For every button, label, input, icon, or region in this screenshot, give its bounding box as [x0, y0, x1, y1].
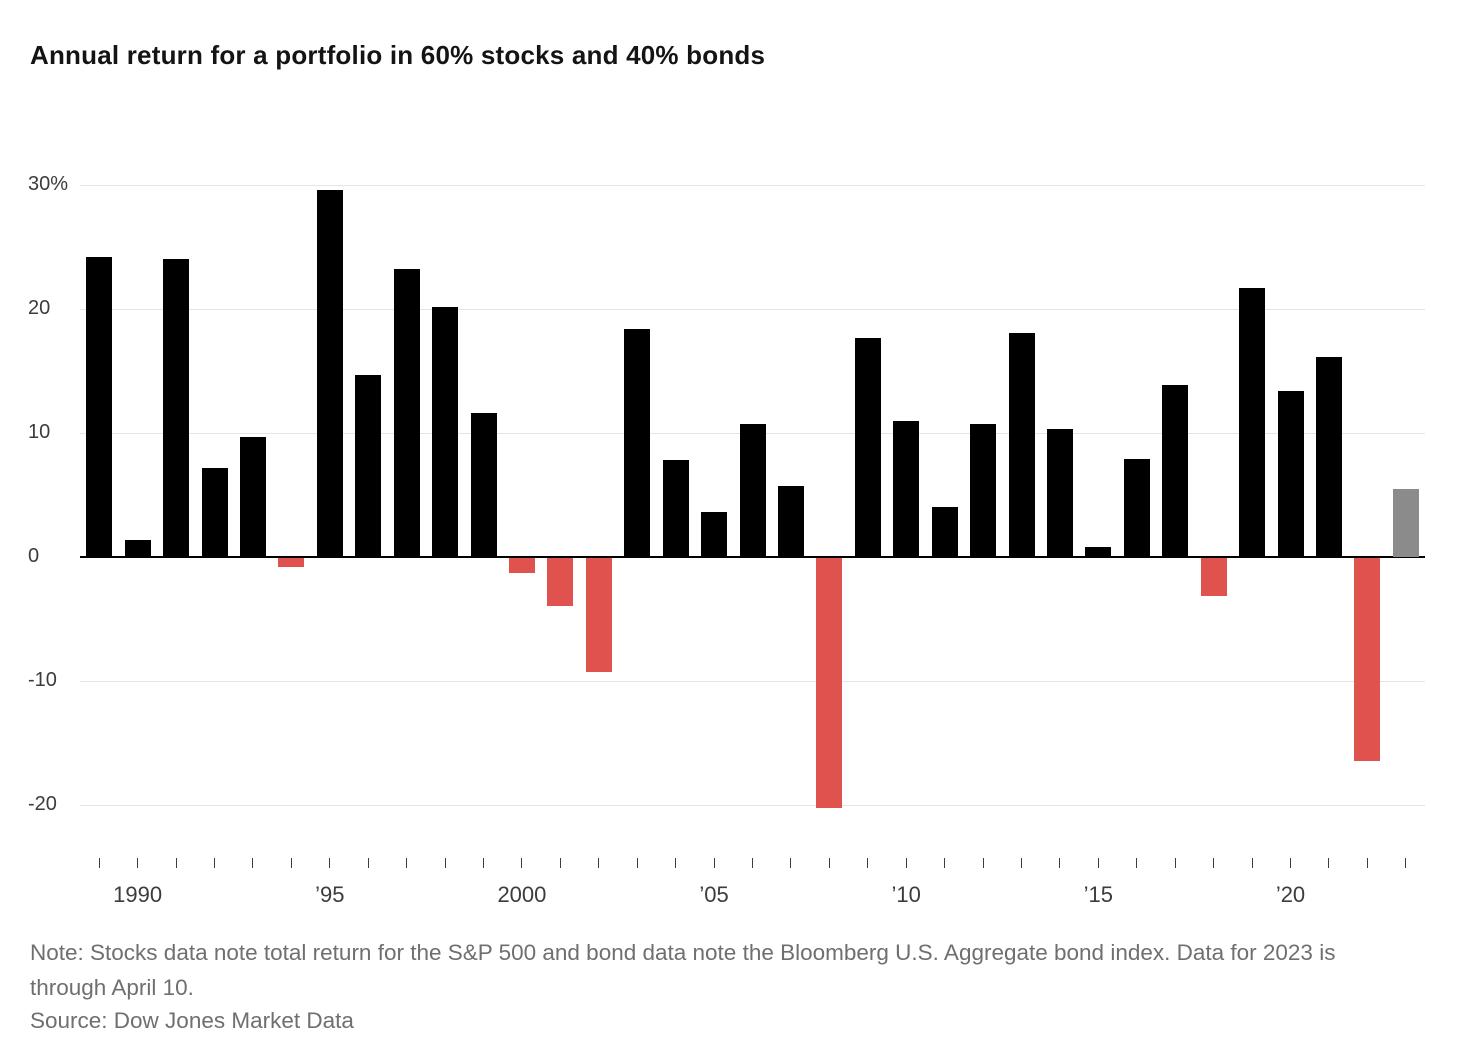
bar-2015 [1085, 547, 1112, 557]
x-axis-tick [1021, 858, 1022, 868]
x-axis-tick [252, 858, 254, 868]
bar-2000 [508, 558, 535, 573]
bar-2018 [1200, 558, 1227, 597]
bar-1992 [201, 467, 228, 557]
x-axis-tick [1097, 858, 1099, 868]
x-axis-tick [982, 858, 984, 868]
chart-source: Source: Dow Jones Market Data [30, 1008, 354, 1033]
y-axis-tick-label: 0 [28, 545, 40, 567]
x-axis-tick [98, 858, 100, 868]
bar-1993 [239, 436, 266, 557]
x-axis-tick [329, 858, 331, 868]
bar-2014 [1046, 429, 1073, 557]
bar-2008 [816, 558, 843, 809]
bar-1990 [124, 539, 151, 557]
chart-title: Annual return for a portfolio in 60% sto… [30, 40, 766, 70]
gridline [80, 805, 1425, 806]
x-axis-tick [944, 858, 946, 868]
x-axis-tick [1328, 858, 1330, 868]
x-axis-tick [1366, 858, 1368, 868]
x-axis-tick-label: ’10 [891, 882, 921, 907]
bar-1991 [163, 259, 190, 557]
x-axis-tick [713, 858, 715, 868]
x-axis-tick [752, 858, 753, 868]
gridline [80, 185, 1425, 186]
bar-2010 [893, 420, 920, 557]
x-axis-tick [1290, 858, 1291, 868]
x-axis-tick-label: ’15 [1083, 882, 1114, 907]
y-axis-tick-label: 20 [28, 297, 51, 319]
y-axis-tick-label: -10 [28, 669, 57, 691]
x-axis-tick [1174, 858, 1176, 868]
bar-1994 [278, 558, 305, 567]
bar-2019 [1239, 287, 1266, 557]
x-axis-tick [175, 858, 177, 868]
bar-2021 [1315, 357, 1342, 557]
x-axis-tick [598, 858, 600, 868]
bar-2016 [1123, 459, 1150, 557]
x-axis-tick [444, 858, 446, 868]
gridline [80, 681, 1425, 682]
zero-line [80, 556, 1425, 558]
y-axis-tick-label: -20 [28, 793, 57, 815]
bar-1995 [316, 189, 343, 557]
bar-2022 [1354, 558, 1381, 762]
x-axis-tick [367, 858, 369, 868]
bar-1998 [432, 306, 459, 557]
bar-2004 [662, 460, 689, 557]
bar-2005 [701, 512, 728, 557]
x-axis-tick [1405, 858, 1407, 868]
bar-2020 [1277, 390, 1304, 557]
x-axis-tick [214, 858, 215, 868]
x-axis-tick [790, 858, 792, 868]
x-axis-tick [1213, 858, 1215, 868]
bar-2003 [624, 328, 651, 557]
y-axis-tick-label: 30% [28, 173, 69, 195]
bar-1989 [86, 256, 113, 557]
x-axis-tick [483, 858, 484, 868]
x-axis-tick [559, 858, 561, 868]
chart-note: Note: Stocks data note total return for … [30, 940, 1336, 1000]
bar-2007 [777, 486, 804, 557]
x-axis-tick [675, 858, 677, 868]
bar-2009 [854, 337, 881, 557]
bar-2002 [585, 558, 612, 673]
bar-2011 [931, 507, 958, 557]
x-axis-tick [636, 858, 638, 868]
bar-2006 [739, 424, 766, 557]
x-axis-tick [290, 858, 292, 868]
bar-2023 [1392, 488, 1419, 557]
x-axis-tick [406, 858, 408, 868]
bar-1996 [355, 374, 382, 557]
x-axis-tick [1136, 858, 1138, 868]
bar-2017 [1162, 384, 1189, 557]
x-axis-tick [521, 858, 523, 868]
x-axis-tick [137, 858, 139, 868]
bar-2001 [547, 558, 574, 607]
y-axis-tick-label: 10 [28, 421, 51, 443]
x-axis-tick-label: ’95 [315, 882, 345, 907]
x-axis-tick [905, 858, 907, 868]
bar-1997 [393, 269, 420, 557]
gridline [80, 309, 1425, 310]
x-axis-tick-label: ’05 [699, 882, 729, 907]
bar-1999 [470, 413, 497, 557]
x-axis-tick-label: 2000 [497, 882, 547, 907]
bar-2013 [1008, 332, 1035, 557]
x-axis-tick [867, 858, 869, 868]
x-axis-tick [1251, 858, 1253, 868]
x-axis-tick [1059, 858, 1061, 868]
bar-2012 [970, 424, 997, 557]
x-axis-tick-label: 1990 [113, 882, 163, 907]
x-axis-tick-label: ’20 [1275, 882, 1306, 907]
x-axis-tick [828, 858, 830, 868]
